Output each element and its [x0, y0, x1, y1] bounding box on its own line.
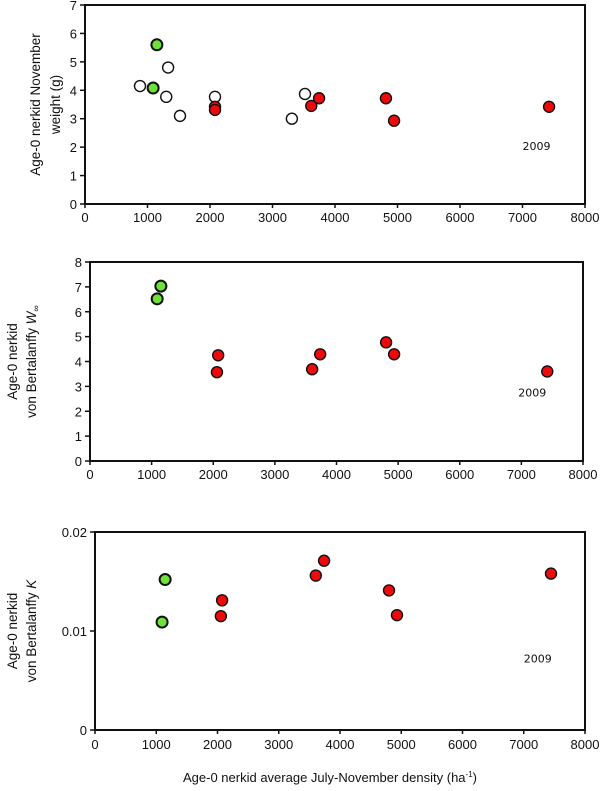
x-tick-label: 7000: [508, 210, 537, 225]
data-point-red: [379, 92, 393, 105]
x-tick-label: 5000: [383, 210, 412, 225]
data-point-red: [317, 554, 331, 567]
y-tick-label: 6: [70, 26, 77, 41]
x-tick-label: 4000: [321, 210, 350, 225]
data-point-green: [154, 279, 168, 293]
x-tick-label: 3000: [260, 467, 289, 482]
data-point-red: [305, 99, 318, 113]
y-tick-label: 0: [70, 197, 77, 212]
data-point-red: [544, 567, 558, 580]
x-tick-label: 6000: [445, 467, 474, 482]
data-point-open: [133, 79, 147, 93]
data-point-red: [379, 336, 393, 349]
x-tick-label: 8000: [571, 737, 600, 752]
panel-1: 0 1000 2000 3000 4000 5000 6000 7000 8000 0 1 2 3 4 5 6…: [28, 0, 599, 225]
unit-superscript: -1: [466, 770, 474, 779]
y-tick-label: 0: [75, 454, 82, 469]
x-tick-label: 7000: [507, 467, 536, 482]
y-tick-label: 4: [75, 355, 82, 370]
x-tick-label: 2000: [199, 467, 228, 482]
year-annotation: 2009: [524, 653, 552, 666]
y-tick-label: 0: [80, 723, 87, 738]
year-annotation: 2009: [518, 386, 546, 399]
x-tick-label: 0: [81, 210, 88, 225]
y-axis-label: von Bertalanffy K: [24, 579, 39, 683]
x-tick-label: 1000: [133, 210, 162, 225]
data-point-green: [150, 292, 164, 306]
data-point-red: [541, 365, 554, 378]
x-tick-label: 1000: [142, 737, 171, 752]
panel-3: 0 1000 2000 3000 4000 5000 6000 7000 8000 0 0.01 0.…: [5, 525, 599, 785]
y-tick-label: 3: [70, 112, 77, 127]
data-point-red: [312, 92, 326, 105]
data-point-red: [305, 363, 319, 376]
x-tick-label: 4000: [322, 467, 351, 482]
data-point-red: [214, 609, 228, 623]
x-tick-label: 1000: [137, 467, 166, 482]
data-point-open: [161, 61, 175, 74]
y-tick-label: 7: [75, 280, 82, 295]
data-point-red: [211, 349, 225, 362]
x-tick-label: 4000: [326, 737, 355, 752]
y-tick-label: 8: [75, 255, 82, 270]
data-point-red: [215, 594, 229, 607]
plot-frame: [84, 4, 586, 205]
y-tick-label: 7: [70, 0, 77, 13]
data-point-green: [158, 573, 172, 587]
y-axis-label: Age-0 nerkid: [5, 593, 20, 670]
y-tick-label: 5: [75, 330, 82, 345]
data-point-red: [382, 584, 396, 597]
x-tick-label: 5000: [387, 737, 416, 752]
x-tick-label: 5000: [384, 467, 413, 482]
x-tick-label: 7000: [509, 737, 538, 752]
x-tick-label: 3000: [264, 737, 293, 752]
data-point-green: [146, 81, 160, 95]
x-tick-label: 6000: [448, 737, 477, 752]
y-tick-label: 2: [70, 140, 77, 155]
parameter-symbol: W: [24, 310, 39, 324]
x-axis-label: Age-0 nerkid average July-November densi…: [183, 770, 477, 785]
x-tick-label: 8000: [571, 210, 600, 225]
data-point-open: [173, 109, 187, 123]
x-tick-label: 6000: [446, 210, 475, 225]
parameter-symbol: K: [24, 579, 39, 589]
x-tick-label: 2000: [196, 210, 225, 225]
y-axis-label: Age-0 nerkid: [5, 323, 20, 400]
data-point-red: [390, 608, 404, 622]
x-tick-label: 0: [86, 467, 93, 482]
data-point-red: [208, 103, 222, 117]
infinity-subscript: ∞: [31, 305, 41, 311]
data-point-red: [210, 365, 224, 379]
data-point-red: [313, 348, 327, 361]
y-tick-label: 3: [75, 379, 82, 394]
panel-2: 0 1000 2000 3000 4000 5000 6000 7000 8000 0 1 2 3 4 5 6…: [5, 255, 597, 482]
data-point-red: [542, 100, 556, 113]
year-annotation: 2009: [523, 140, 551, 153]
y-axis-label: Age-0 nerkid November: [28, 33, 43, 176]
data-point-open: [298, 87, 312, 101]
y-tick-label: 0.01: [62, 624, 87, 639]
y-tick-label: 5: [70, 55, 77, 70]
y-tick-label: 1: [70, 169, 77, 184]
x-tick-label: 3000: [258, 210, 287, 225]
y-tick-label: 1: [75, 429, 82, 444]
data-point-red: [309, 569, 323, 582]
y-tick-label: 2: [75, 404, 82, 419]
x-tick-label: 0: [91, 737, 98, 752]
y-tick-label: 6: [75, 305, 82, 320]
y-axis-label: von Bertalanffy W∞: [24, 305, 41, 418]
data-point-open: [160, 90, 173, 104]
data-point-green: [150, 38, 164, 52]
x-tick-label: 8000: [569, 467, 598, 482]
y-tick-label: 4: [70, 83, 77, 98]
y-axis-label: weight (g): [48, 75, 63, 135]
x-tick-label: 2000: [203, 737, 232, 752]
y-tick-label: 0.02: [62, 525, 87, 540]
data-point-red: [387, 348, 401, 361]
data-point-red: [387, 114, 401, 127]
plot-frame: [94, 531, 586, 731]
data-point-open: [285, 112, 299, 125]
data-point-green: [155, 615, 169, 629]
